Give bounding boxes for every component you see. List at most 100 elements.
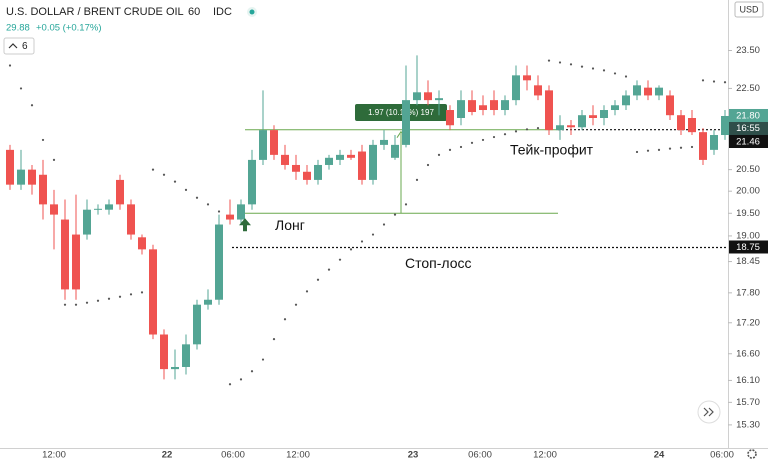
sar-dot xyxy=(129,293,133,296)
candle-body xyxy=(314,164,322,180)
chevron-icon xyxy=(8,43,18,49)
sar-dot xyxy=(217,210,221,213)
sar-dot xyxy=(327,268,331,271)
sar-dot xyxy=(624,75,628,78)
sar-dot xyxy=(492,135,496,139)
candle-body xyxy=(578,115,586,128)
stop-loss-price: 18.75 xyxy=(736,242,760,253)
sar-dot xyxy=(140,291,144,294)
candle-body xyxy=(600,110,608,119)
y-tick-label: 15.70 xyxy=(736,397,760,408)
sar-dot xyxy=(613,72,617,75)
sar-dot xyxy=(525,128,529,131)
sar-dot xyxy=(206,203,210,206)
candle-body xyxy=(116,179,124,205)
candle-body xyxy=(215,224,223,300)
sar-dot xyxy=(250,370,254,373)
sar-dot xyxy=(272,338,276,341)
candle-body xyxy=(380,139,388,145)
candle-body xyxy=(138,237,146,250)
scroll-icon xyxy=(703,407,714,417)
candle-body xyxy=(325,157,333,165)
sar-dot xyxy=(228,383,232,386)
sar-dot xyxy=(481,138,485,142)
candle-body xyxy=(149,249,157,335)
x-tick-label: 23 xyxy=(408,450,419,461)
x-tick-label: 06:00 xyxy=(468,450,492,461)
candle-body xyxy=(644,87,652,96)
candle-body xyxy=(259,130,267,160)
source: IDC xyxy=(213,6,232,18)
candle-body xyxy=(435,98,443,101)
candle-body xyxy=(490,100,498,111)
y-tick-label: 19.00 xyxy=(736,230,760,241)
currency-button[interactable] xyxy=(734,1,764,18)
candle-body xyxy=(655,87,663,96)
sar-dot xyxy=(591,67,595,70)
sar-dot xyxy=(701,79,705,82)
candle-body xyxy=(270,130,278,155)
sar-dot xyxy=(547,59,551,62)
candle-body xyxy=(622,95,630,106)
candle-body xyxy=(611,105,619,111)
sar-dot xyxy=(184,188,188,191)
candle-body xyxy=(171,366,179,370)
candle-body xyxy=(666,95,674,116)
candle-body xyxy=(94,208,102,210)
indicators-toggle[interactable] xyxy=(3,37,35,55)
settings-button[interactable] xyxy=(747,449,757,459)
sar-dot xyxy=(690,145,694,149)
y-tick-label: 20.00 xyxy=(736,186,760,197)
x-tick-label: 06:00 xyxy=(710,450,734,461)
sar-dot xyxy=(448,148,452,151)
sar-dot xyxy=(404,203,408,206)
sar-dot xyxy=(360,240,364,243)
sar-dot xyxy=(19,87,23,90)
candle-body xyxy=(83,209,91,235)
sar-dot xyxy=(85,301,89,304)
sar-dot xyxy=(173,180,177,183)
sar-dot xyxy=(52,158,56,162)
candle-body xyxy=(633,85,641,96)
status-dot xyxy=(249,9,255,15)
candle-body xyxy=(688,118,696,133)
sar-dot xyxy=(382,223,386,226)
candle-body xyxy=(6,149,14,185)
candle-body xyxy=(237,204,245,220)
candle-body xyxy=(39,174,47,205)
y-tick-label: 16.10 xyxy=(736,375,760,386)
candle-body xyxy=(358,151,366,180)
sar-dot xyxy=(30,104,34,107)
legend: U.S. DOLLAR / BRENT CRUDE OIL 60 IDC 29.… xyxy=(3,6,257,55)
sar-dot xyxy=(283,318,287,321)
currency: USD xyxy=(739,4,759,14)
sar-dot xyxy=(657,148,661,151)
y-tick-label: 17.20 xyxy=(736,317,760,328)
candle-body xyxy=(61,219,69,290)
sar-dot xyxy=(470,141,474,144)
sar-dot xyxy=(41,138,45,142)
sar-dot xyxy=(162,173,166,176)
candle-body xyxy=(721,115,729,136)
entry-label: Лонг xyxy=(275,217,305,233)
candle-body xyxy=(523,75,531,81)
take-profit-label: Тейк-профит xyxy=(510,141,594,157)
sar-dot xyxy=(712,80,716,83)
sar-dot xyxy=(261,358,265,361)
candle-body xyxy=(710,135,718,150)
sar-dot xyxy=(602,69,606,72)
x-tick-label: 12:00 xyxy=(286,450,310,461)
candle-body xyxy=(303,171,311,180)
candle-body xyxy=(589,115,597,119)
sar-dot xyxy=(569,63,573,66)
take-profit-price: 21.46 xyxy=(736,137,760,148)
x-tick-label: 22 xyxy=(162,450,173,461)
candle-body xyxy=(281,154,289,165)
scroll-button[interactable] xyxy=(697,400,721,424)
candle-body xyxy=(567,125,575,128)
sar-dot xyxy=(96,299,100,302)
candle-body xyxy=(72,234,80,290)
sar-dot xyxy=(426,163,430,167)
stop-loss-badge xyxy=(729,240,768,254)
